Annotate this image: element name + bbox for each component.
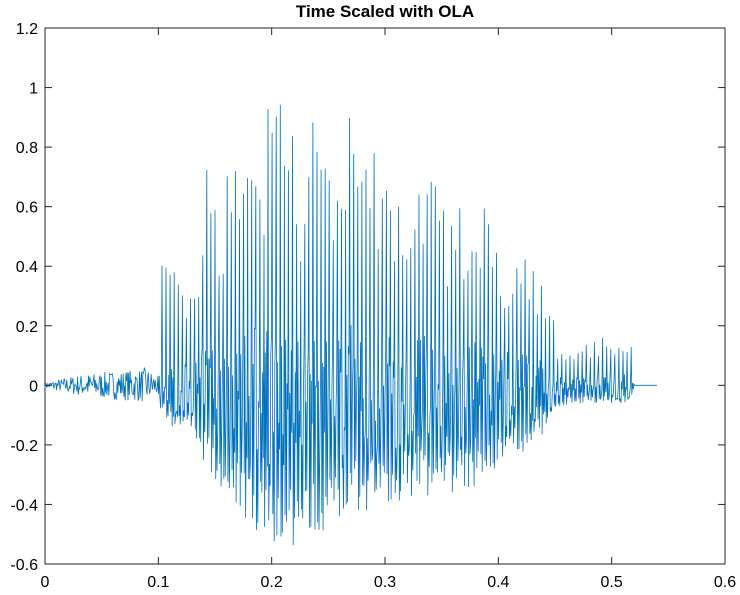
chart-title: Time Scaled with OLA [296,2,474,21]
x-tick-label: 0.3 [374,574,396,591]
y-tick-labels: -0.6 -0.4 -0.2 0 0.2 0.4 0.6 0.8 1 1.2 [10,21,38,574]
x-tick-label: 0.5 [601,574,623,591]
x-tick-label: 0 [41,574,50,591]
x-tick-label: 0.1 [147,574,169,591]
tick-marks [44,27,726,565]
x-tick-label: 0.2 [261,574,283,591]
x-tick-label: 0.6 [714,574,736,591]
y-tick-label: 0.2 [16,319,38,336]
y-tick-label: 0.6 [16,200,38,217]
y-tick-label: 0.4 [16,259,38,276]
series-group [44,104,657,546]
y-tick-label: 1.2 [16,21,38,38]
axes-box [44,27,726,565]
axes-frame [44,27,726,565]
y-tick-label: 0 [29,378,38,395]
y-tick-label: 1 [29,81,38,98]
waveform-line [44,104,657,546]
y-tick-label: -0.6 [10,557,38,574]
y-tick-label: 0.8 [16,140,38,157]
x-tick-labels: 0 0.1 0.2 0.3 0.4 0.5 0.6 [41,574,737,591]
x-tick-label: 0.4 [487,574,509,591]
y-tick-label: -0.4 [10,497,38,514]
y-tick-label: -0.2 [10,438,38,455]
